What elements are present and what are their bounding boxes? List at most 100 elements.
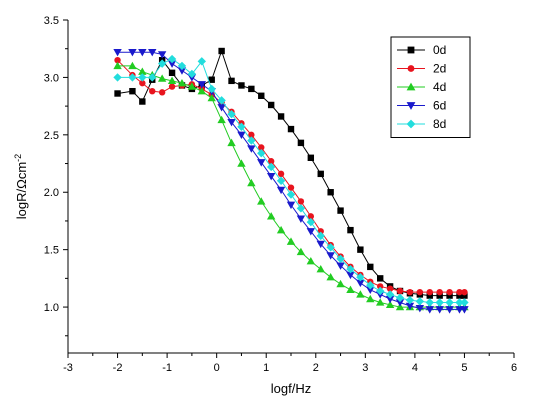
legend-item-4d: 4d — [397, 80, 446, 94]
x-tick-label: 5 — [461, 362, 467, 374]
data-point-triangle-down — [197, 81, 206, 89]
data-point-triangle-down — [425, 306, 434, 314]
data-point-triangle-up — [306, 256, 316, 265]
data-point-diamond — [316, 231, 325, 241]
data-point-triangle-down — [113, 48, 122, 57]
data-point-triangle-up — [113, 61, 122, 70]
data-point-triangle-down — [445, 306, 454, 314]
data-point-circle — [446, 288, 453, 296]
data-point-square — [267, 101, 275, 109]
data-point-diamond — [445, 298, 454, 307]
data-point-triangle-down — [306, 228, 316, 236]
data-point-circle — [456, 288, 463, 296]
data-point-diamond — [356, 273, 365, 282]
data-point-circle — [386, 285, 394, 292]
data-point-triangle-down — [336, 262, 345, 270]
y-tick-label: 2.0 — [44, 187, 59, 199]
data-point-diamond — [113, 73, 122, 82]
data-point-circle — [248, 131, 255, 139]
data-point-diamond — [395, 293, 405, 303]
y-tick-label: 1.5 — [44, 245, 59, 257]
data-point-triangle-up — [257, 197, 266, 205]
y-tick-label: 2.5 — [44, 130, 59, 142]
data-point-triangle-down — [406, 102, 416, 110]
data-point-triangle-down — [395, 299, 405, 307]
x-tick-label: -1 — [162, 362, 172, 374]
data-point-diamond — [460, 298, 469, 307]
data-point-triangle-down — [257, 159, 266, 167]
data-point-triangle-up — [366, 294, 375, 303]
data-point-triangle-up — [376, 298, 385, 306]
data-point-diamond — [286, 190, 296, 199]
data-point-circle — [377, 283, 384, 290]
data-point-square — [297, 139, 305, 147]
data-point-square — [456, 292, 463, 299]
data-point-triangle-down — [128, 48, 137, 57]
data-point-triangle-up — [237, 159, 246, 167]
data-point-triangle-up — [247, 178, 256, 187]
data-point-triangle-up — [266, 212, 276, 220]
data-point-triangle-down — [415, 305, 425, 313]
data-point-square — [307, 154, 315, 161]
data-point-triangle-up — [385, 300, 395, 308]
data-point-circle — [158, 89, 166, 96]
data-point-triangle-up — [336, 279, 345, 288]
data-point-triangle-down — [138, 48, 147, 57]
data-point-triangle-up — [197, 86, 206, 95]
data-point-triangle-up — [138, 67, 147, 75]
series-layer — [113, 47, 469, 314]
data-point-triangle-down — [326, 252, 335, 260]
data-point-square — [347, 226, 354, 234]
data-point-triangle-down — [366, 286, 375, 295]
data-point-triangle-down — [157, 51, 167, 59]
data-point-square — [258, 92, 265, 99]
data-point-square — [407, 46, 415, 54]
y-axis-title-main: logR/Ωcm — [14, 162, 29, 219]
y-tick-label: 3.5 — [44, 15, 59, 27]
data-point-diamond — [376, 286, 385, 296]
data-point-triangle-up — [177, 78, 187, 87]
axes-layer: -3 -2 -1 0 1 2 3 4 5 6 1.0 1.5 2.0 2.5 3.0 3.5 — [44, 15, 517, 374]
data-point-triangle-down — [460, 306, 469, 314]
legend-item-2d: 2d — [397, 62, 446, 76]
data-point-square — [238, 82, 245, 89]
data-point-circle — [307, 213, 315, 220]
data-point-triangle-down — [296, 215, 306, 223]
data-point-diamond — [167, 54, 177, 64]
data-point-diamond — [148, 73, 157, 82]
data-point-diamond — [346, 264, 355, 274]
data-point-diamond — [177, 61, 187, 71]
data-point-triangle-down — [385, 295, 395, 304]
data-point-diamond — [455, 298, 464, 307]
legend-item-0d: 0d — [397, 43, 446, 57]
data-point-triangle-up — [356, 290, 365, 298]
legend: 0d 2d 4d 6d 8d — [390, 36, 471, 138]
data-point-diamond — [276, 176, 286, 185]
data-point-triangle-down — [405, 302, 415, 311]
x-tick-label: -2 — [113, 362, 123, 374]
data-point-circle — [114, 56, 121, 64]
data-point-square — [357, 246, 364, 253]
data-point-triangle-down — [286, 201, 296, 210]
x-tick-label: 3 — [362, 362, 368, 374]
data-point-diamond — [138, 73, 147, 82]
data-point-triangle-up — [187, 82, 197, 90]
data-point-circle — [436, 288, 443, 296]
data-point-circle — [277, 170, 285, 178]
data-point-circle — [267, 158, 275, 165]
data-point-square — [461, 292, 468, 299]
data-point-diamond — [366, 281, 375, 290]
x-tick-label: -3 — [63, 362, 73, 374]
data-point-triangle-down — [435, 306, 444, 314]
data-point-square — [139, 98, 146, 105]
x-tick-label: 2 — [313, 362, 319, 374]
data-point-diamond — [247, 136, 256, 145]
data-point-diamond — [405, 295, 415, 305]
data-point-circle — [416, 288, 424, 296]
data-point-square — [337, 207, 344, 214]
data-point-triangle-down — [346, 271, 355, 280]
data-point-circle — [168, 83, 176, 90]
y-axis-title-superscript: -2 — [13, 154, 23, 162]
x-tick-label: 6 — [511, 362, 517, 374]
